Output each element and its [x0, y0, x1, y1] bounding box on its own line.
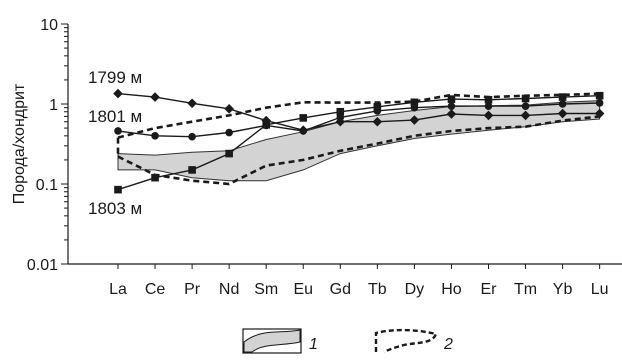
x-tick-label: Dy	[405, 281, 425, 298]
circle-marker	[521, 102, 530, 110]
circle-marker	[299, 127, 308, 135]
y-tick-label: 0.01	[27, 257, 58, 274]
diamond-marker	[187, 98, 197, 109]
series-group	[113, 88, 605, 194]
circle-marker	[151, 132, 159, 140]
square-marker	[558, 93, 567, 101]
square-marker	[595, 91, 604, 100]
circle-marker	[595, 99, 604, 107]
circle-marker	[114, 127, 122, 135]
x-tick-label: Eu	[293, 281, 313, 298]
diamond-marker	[483, 110, 494, 121]
shaded-band	[117, 100, 601, 182]
y-tick-label: 1	[49, 97, 58, 114]
x-tick-label: La	[109, 281, 127, 298]
series-labels: 1799 м 1801 м 1803 м	[88, 68, 142, 218]
x-tick-label: Ho	[441, 281, 462, 298]
x-tick-label: Ce	[145, 281, 166, 298]
square-marker	[151, 173, 159, 182]
x-tick-label: Pr	[184, 281, 201, 298]
square-marker	[521, 94, 530, 103]
diamond-marker	[372, 116, 383, 127]
dashed-envelope-upper	[117, 92, 600, 139]
circle-marker	[484, 102, 493, 110]
legend-label: 1	[309, 336, 318, 353]
x-tick-label: Er	[481, 281, 498, 298]
series-line-0	[117, 92, 600, 131]
series-label: 1799 м	[88, 68, 142, 87]
diamond-marker	[520, 110, 531, 121]
square-marker	[373, 103, 382, 111]
circle-marker	[447, 102, 456, 110]
diamond-marker	[150, 92, 160, 102]
square-marker	[188, 166, 196, 174]
diamond-marker	[224, 104, 234, 114]
square-marker	[225, 149, 233, 158]
axes: 0.01 0.1 1 10 Порода/хондрит La Ce Pr Nd Sm Eu Gd Tb…	[11, 17, 622, 298]
diamond-marker	[594, 108, 605, 119]
square-marker	[262, 120, 270, 129]
square-marker	[336, 107, 345, 116]
legend-label: 2	[443, 336, 453, 353]
series-label: 1801 м	[88, 107, 142, 126]
dashed-envelope	[116, 92, 600, 186]
circle-marker	[558, 100, 567, 108]
x-tick-label: Gd	[330, 281, 351, 298]
shaded-band-area	[117, 100, 601, 182]
diamond-marker	[446, 109, 457, 119]
series-line-2	[117, 95, 600, 191]
circle-marker	[188, 132, 196, 141]
x-tick-label: Lu	[591, 281, 609, 298]
series-label: 1803 м	[88, 199, 142, 218]
x-tick-label: Nd	[219, 281, 239, 298]
legend-swatch-band	[243, 329, 301, 353]
diamond-marker	[557, 108, 568, 119]
y-tick-label: 0.1	[36, 177, 58, 194]
dashed-envelope-lower	[117, 115, 600, 186]
x-tick-label: Tb	[368, 281, 387, 298]
square-marker	[447, 95, 456, 103]
x-tick-label: Yb	[553, 281, 573, 298]
diamond-marker	[409, 115, 420, 125]
square-marker	[114, 185, 122, 194]
circle-marker	[225, 128, 233, 137]
y-axis-label: Порода/хондрит	[11, 83, 28, 204]
x-tick-label: Tm	[514, 281, 537, 298]
legend-swatch-envelope	[374, 328, 438, 354]
y-tick-label: 10	[40, 17, 58, 34]
square-marker	[299, 114, 308, 122]
diamond-marker	[113, 88, 123, 99]
square-marker	[410, 98, 419, 107]
square-marker	[484, 95, 493, 104]
x-tick-label: Sm	[254, 281, 278, 298]
series-line-1	[117, 102, 600, 138]
